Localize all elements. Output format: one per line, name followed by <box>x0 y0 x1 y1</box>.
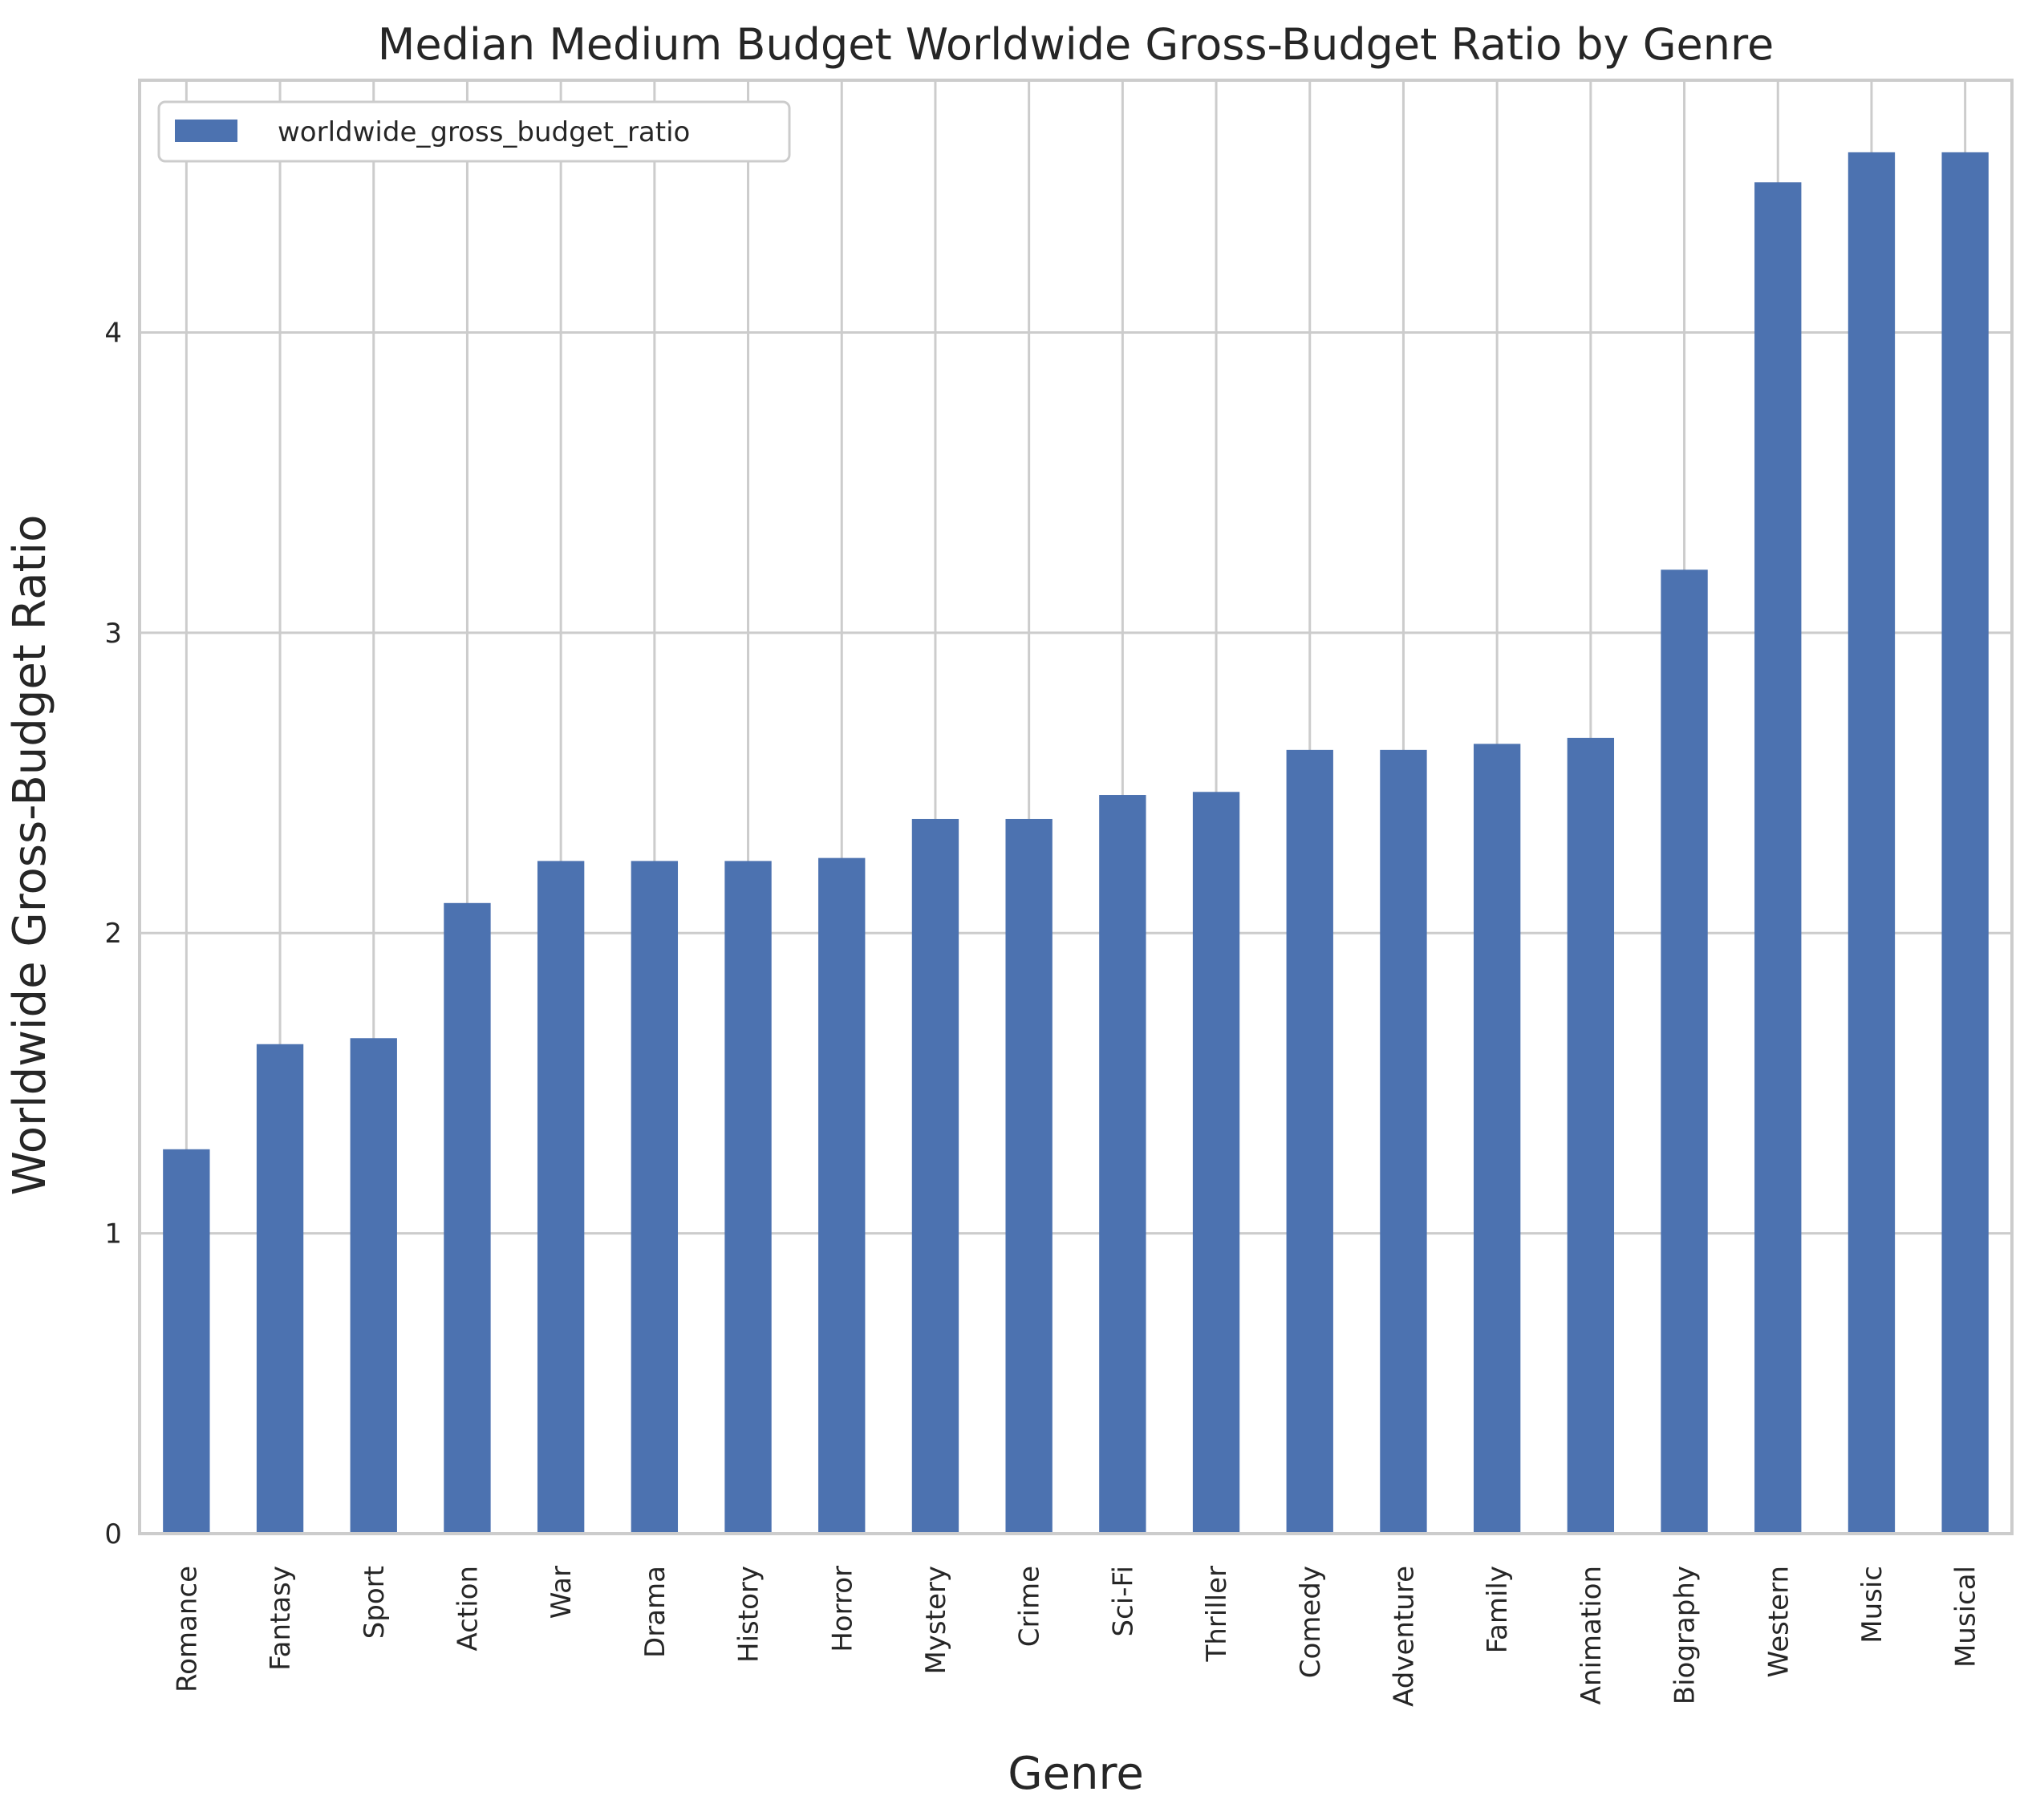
legend-entry-label: worldwide_gross_budget_ratio <box>278 116 690 148</box>
x-tick-label: Music <box>1856 1566 1888 1644</box>
x-tick-label: Action <box>452 1566 484 1651</box>
bar-biography <box>1661 570 1708 1534</box>
y-tick-label: 1 <box>104 1218 122 1250</box>
x-tick-label: Comedy <box>1295 1566 1327 1678</box>
bar-western <box>1754 182 1802 1534</box>
x-tick-label: Fantasy <box>265 1566 297 1671</box>
bar-comedy <box>1286 749 1333 1534</box>
x-tick-label: Western <box>1762 1566 1795 1677</box>
bar-sport <box>350 1038 397 1534</box>
x-tick-label: History <box>733 1566 765 1663</box>
x-tick-label: Musical <box>1950 1566 1982 1668</box>
bar-mystery <box>911 818 959 1534</box>
x-tick-label: Mystery <box>920 1566 952 1675</box>
bar-action <box>444 902 491 1534</box>
x-tick-labels: Romance Fantasy Sport Action War Drama History… <box>171 1566 1981 1707</box>
bar-horror <box>818 857 866 1534</box>
x-tick-label: Horror <box>826 1566 858 1652</box>
x-tick-label: Sport <box>359 1566 391 1639</box>
x-tick-label: Romance <box>171 1566 203 1692</box>
plot-frame <box>138 79 2014 1535</box>
bar-adventure <box>1380 749 1427 1534</box>
bar-animation <box>1567 737 1615 1534</box>
bar-family <box>1473 744 1521 1534</box>
y-tick-label: 4 <box>104 317 122 349</box>
bar-history <box>724 861 772 1534</box>
bar-thriller <box>1192 792 1240 1534</box>
y-tick-labels: 0 1 2 3 4 <box>104 317 122 1550</box>
y-tick-label: 3 <box>104 618 122 650</box>
bar-musical <box>1941 152 1989 1534</box>
bar-sci-fi <box>1099 795 1146 1534</box>
legend: worldwide_gross_budget_ratio <box>157 100 791 163</box>
legend-box <box>157 100 791 163</box>
y-axis-label: Worldwide Gross-Budget Ratio <box>4 515 56 1196</box>
x-tick-label: Family <box>1482 1566 1514 1653</box>
bar-war <box>537 861 585 1534</box>
y-tick-label: 2 <box>104 918 122 950</box>
bar-music <box>1848 152 1896 1534</box>
bar-romance <box>163 1149 210 1534</box>
x-tick-label: War <box>546 1566 578 1619</box>
x-tick-label: Animation <box>1576 1566 1608 1704</box>
legend-swatch <box>175 120 237 142</box>
bar-drama <box>631 861 679 1534</box>
bars <box>163 152 1989 1534</box>
x-tick-label: Drama <box>639 1566 671 1658</box>
x-tick-label: Adventure <box>1388 1566 1420 1707</box>
bar-fantasy <box>256 1044 304 1534</box>
x-tick-label: Thriller <box>1201 1566 1233 1663</box>
y-tick-label: 0 <box>104 1518 122 1550</box>
bar-crime <box>1005 818 1053 1534</box>
x-axis-label: Genre <box>1008 1748 1144 1800</box>
chart-title: Median Medium Budget Worldwide Gross-Bud… <box>378 19 1774 70</box>
x-tick-label: Crime <box>1014 1566 1046 1647</box>
x-tick-label: Biography <box>1669 1566 1701 1704</box>
x-tick-label: Sci-Fi <box>1107 1566 1139 1637</box>
